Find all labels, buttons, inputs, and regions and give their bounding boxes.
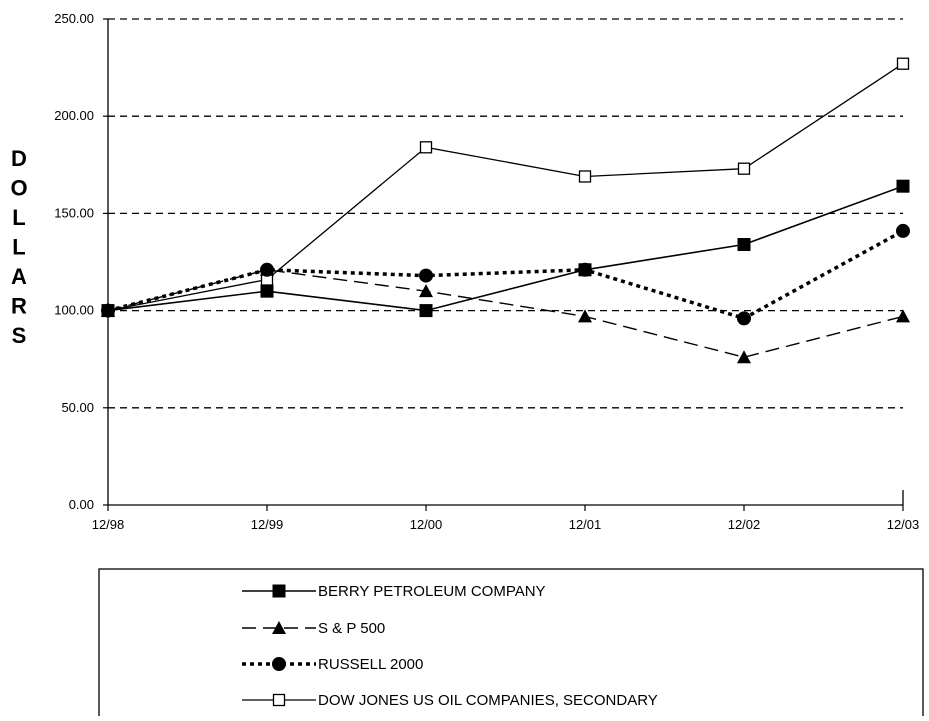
data-point <box>260 284 274 298</box>
series-line <box>107 229 904 321</box>
data-point <box>272 621 286 634</box>
data-point <box>101 303 115 318</box>
legend-box <box>98 568 924 719</box>
series-line <box>107 63 904 312</box>
legend: BERRY PETROLEUM COMPANY S & P 500 RUSSELL … <box>98 568 924 719</box>
data-point <box>272 584 286 598</box>
y-axis-title-letter: O <box>10 176 27 201</box>
data-point <box>419 304 433 318</box>
y-axis-title-letter: A <box>11 264 27 289</box>
x-tick-label: 12/98 <box>92 517 125 532</box>
data-point <box>737 238 751 252</box>
data-point <box>260 262 274 277</box>
axes-layer: 0.00 50.00 100.00 150.00 200.00 250.00 12/98 12… <box>54 11 919 532</box>
data-point <box>896 57 910 70</box>
y-tick-label: 0.00 <box>69 497 94 512</box>
legend-label: DOW JONES US OIL COMPANIES, SECONDARY <box>318 692 658 709</box>
data-point <box>737 162 751 175</box>
y-axis-title-letter: S <box>12 323 27 348</box>
legend-label: BERRY PETROLEUM COMPANY <box>318 583 546 600</box>
data-point <box>578 309 592 323</box>
y-tick-label: 100.00 <box>54 303 94 318</box>
data-point <box>419 141 433 154</box>
data-point <box>737 311 751 326</box>
series-line <box>107 269 904 358</box>
legend-label: S & P 500 <box>318 620 385 637</box>
grid-layer <box>108 18 903 409</box>
data-point <box>896 309 910 323</box>
data-point <box>896 179 910 193</box>
x-tick-label: 12/99 <box>251 517 284 532</box>
data-point <box>896 223 910 238</box>
x-tick-label: 12/02 <box>728 517 761 532</box>
y-axis-title-letter: R <box>11 294 27 319</box>
series-line <box>107 185 904 312</box>
y-tick-label: 150.00 <box>54 205 94 220</box>
y-tick-label: 200.00 <box>54 108 94 123</box>
y-axis-title-letter: D <box>11 146 27 171</box>
data-point <box>272 657 286 671</box>
data-point <box>419 268 433 283</box>
x-tick-label: 12/00 <box>410 517 443 532</box>
legend-label: RUSSELL 2000 <box>318 656 423 673</box>
y-tick-label: 250.00 <box>54 11 94 26</box>
x-tick-label: 12/03 <box>887 517 920 532</box>
data-point <box>419 284 433 298</box>
y-axis-title-letter: L <box>12 235 25 260</box>
data-point <box>737 350 751 364</box>
y-tick-label: 50.00 <box>61 400 94 415</box>
x-tick-label: 12/01 <box>569 517 602 532</box>
data-point <box>272 693 286 707</box>
data-point <box>578 262 592 277</box>
y-axis-title-letter: L <box>12 205 25 230</box>
series-layer <box>101 57 910 364</box>
data-point <box>578 170 592 183</box>
